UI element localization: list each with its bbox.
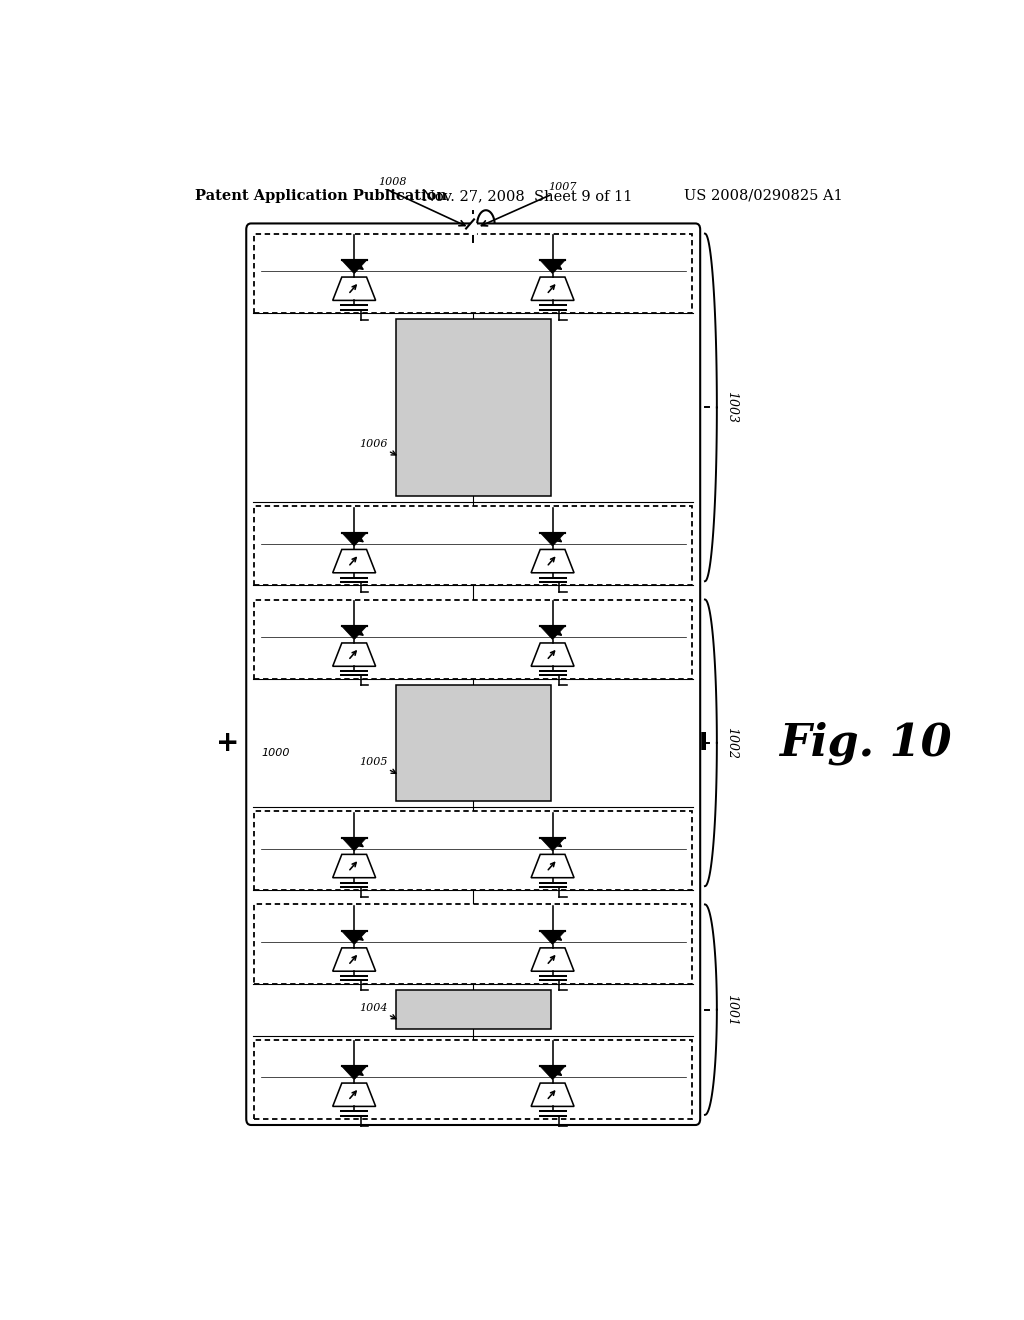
Bar bbox=[254, 904, 692, 983]
Polygon shape bbox=[333, 549, 376, 573]
Polygon shape bbox=[333, 1082, 376, 1106]
Polygon shape bbox=[531, 948, 574, 972]
Polygon shape bbox=[333, 643, 376, 667]
Text: 1008: 1008 bbox=[378, 177, 407, 187]
Text: US 2008/0290825 A1: US 2008/0290825 A1 bbox=[684, 189, 843, 203]
Polygon shape bbox=[342, 260, 367, 273]
Text: 1007: 1007 bbox=[549, 182, 578, 191]
Polygon shape bbox=[541, 1067, 565, 1080]
Polygon shape bbox=[541, 260, 565, 273]
Text: 1005: 1005 bbox=[359, 758, 388, 767]
FancyBboxPatch shape bbox=[246, 223, 700, 1125]
Polygon shape bbox=[531, 1082, 574, 1106]
Text: 1000: 1000 bbox=[261, 748, 290, 758]
Polygon shape bbox=[541, 533, 565, 546]
Bar bbox=[254, 1040, 692, 1119]
Text: 1001: 1001 bbox=[725, 994, 737, 1026]
Text: +: + bbox=[215, 729, 239, 756]
Bar bbox=[254, 506, 692, 585]
Text: I: I bbox=[698, 731, 708, 755]
Bar bbox=[396, 685, 551, 801]
Bar bbox=[396, 319, 551, 496]
Polygon shape bbox=[541, 838, 565, 851]
Bar bbox=[254, 810, 692, 890]
Polygon shape bbox=[342, 838, 367, 851]
Polygon shape bbox=[342, 1067, 367, 1080]
Bar bbox=[254, 599, 692, 678]
Text: Nov. 27, 2008  Sheet 9 of 11: Nov. 27, 2008 Sheet 9 of 11 bbox=[422, 189, 632, 203]
Polygon shape bbox=[342, 626, 367, 640]
Text: Patent Application Publication: Patent Application Publication bbox=[196, 189, 447, 203]
Polygon shape bbox=[531, 277, 574, 301]
Polygon shape bbox=[531, 643, 574, 667]
Polygon shape bbox=[531, 549, 574, 573]
Text: 1002: 1002 bbox=[725, 727, 737, 759]
Text: Fig. 10: Fig. 10 bbox=[778, 721, 951, 764]
Polygon shape bbox=[333, 948, 376, 972]
Bar bbox=[254, 234, 692, 313]
Text: 1006: 1006 bbox=[359, 438, 388, 449]
Polygon shape bbox=[333, 277, 376, 301]
Text: 1003: 1003 bbox=[725, 392, 737, 424]
Polygon shape bbox=[541, 931, 565, 945]
Polygon shape bbox=[531, 854, 574, 878]
Polygon shape bbox=[342, 533, 367, 546]
Polygon shape bbox=[342, 931, 367, 945]
Polygon shape bbox=[333, 854, 376, 878]
Text: 1004: 1004 bbox=[359, 1003, 388, 1012]
Polygon shape bbox=[541, 626, 565, 640]
Bar bbox=[396, 990, 551, 1030]
